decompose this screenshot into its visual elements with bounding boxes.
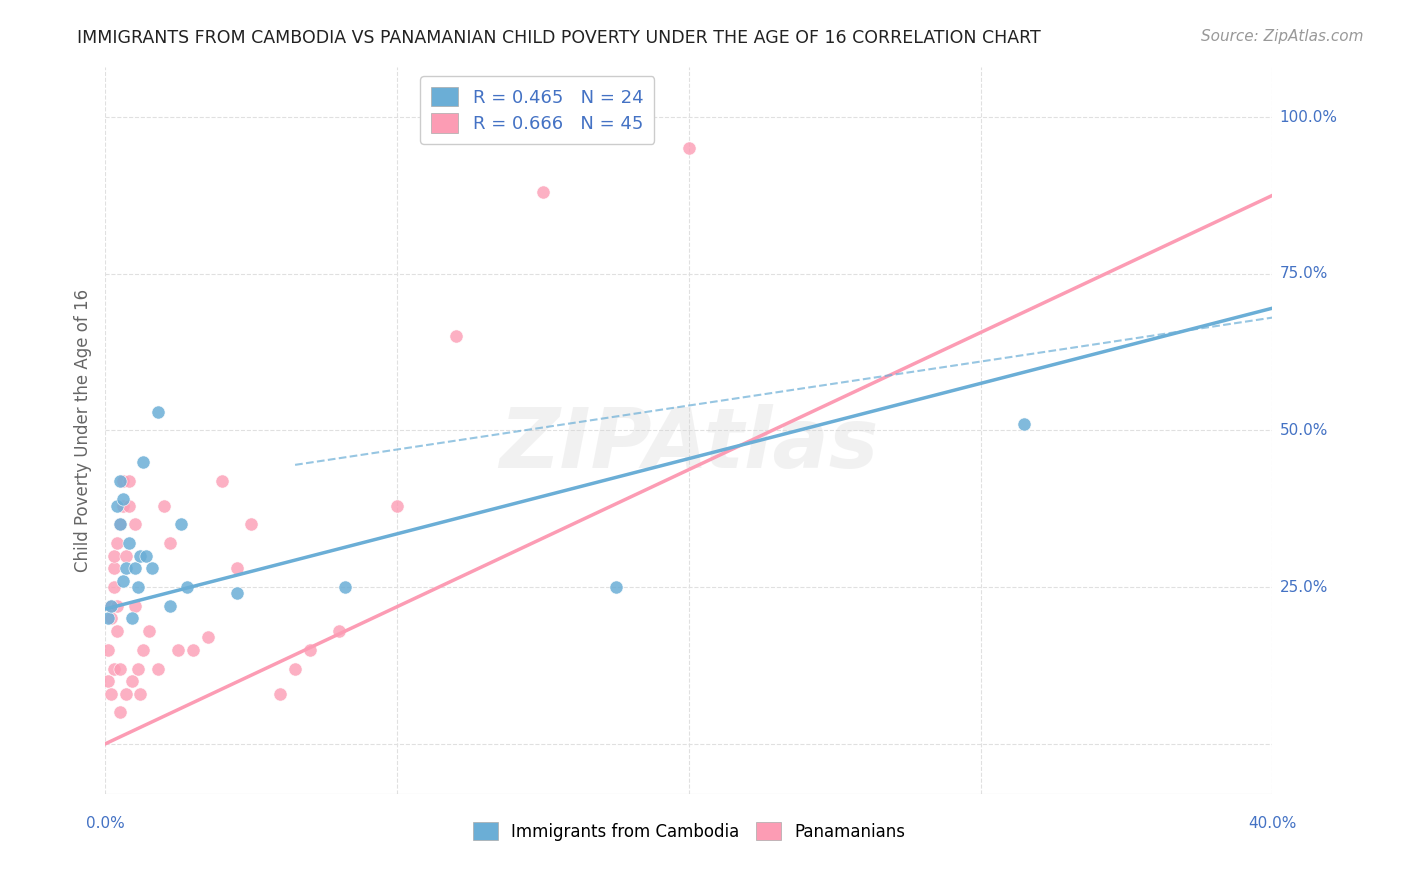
Point [225,561,247,575]
Point [146,404,169,418]
Text: 75.0%: 75.0% [1279,266,1327,281]
Point [170,517,193,532]
Point [124,599,146,613]
Point [121,674,143,689]
Legend: Immigrants from Cambodia, Panamanians: Immigrants from Cambodia, Panamanians [463,813,915,851]
Point [100,687,122,701]
Point [176,580,198,594]
Point [444,329,467,343]
Point [159,599,181,613]
Text: 50.0%: 50.0% [1279,423,1327,438]
Point [115,687,138,701]
Point [333,580,356,594]
Point [240,517,263,532]
Point [103,549,125,563]
Point [211,474,233,488]
Point [284,661,307,675]
Point [105,599,128,613]
Point [531,186,554,200]
Point [118,499,141,513]
Point [159,536,181,550]
Text: Source: ZipAtlas.com: Source: ZipAtlas.com [1201,29,1364,44]
Point [153,499,174,513]
Point [129,549,152,563]
Point [111,474,134,488]
Point [132,455,155,469]
Text: IMMIGRANTS FROM CAMBODIA VS PANAMANIAN CHILD POVERTY UNDER THE AGE OF 16 CORRELA: IMMIGRANTS FROM CAMBODIA VS PANAMANIAN C… [77,29,1040,46]
Point [141,561,163,575]
Point [115,549,138,563]
Point [108,706,131,720]
Point [118,536,141,550]
Point [385,499,409,513]
Point [132,642,155,657]
Point [108,517,131,532]
Point [100,599,122,613]
Point [181,642,204,657]
Point [124,561,146,575]
Point [678,141,700,155]
Point [111,492,134,507]
Point [105,499,128,513]
Point [298,642,321,657]
Point [103,580,125,594]
Point [108,474,131,488]
Point [138,624,160,638]
Point [135,549,157,563]
Point [129,687,152,701]
Point [103,661,125,675]
Point [100,611,122,625]
Text: ZIPAtlas: ZIPAtlas [499,404,879,485]
Point [1014,417,1036,431]
Point [115,561,138,575]
Point [167,642,190,657]
Point [111,499,134,513]
Point [100,599,122,613]
Point [225,586,247,600]
Point [127,580,149,594]
Point [328,624,350,638]
Point [97,611,120,625]
Point [118,474,141,488]
Point [127,661,149,675]
Point [146,661,169,675]
Point [97,642,120,657]
Text: 0.0%: 0.0% [86,816,125,831]
Point [111,574,134,588]
Y-axis label: Child Poverty Under the Age of 16: Child Poverty Under the Age of 16 [73,289,91,572]
Point [97,674,120,689]
Point [121,611,143,625]
Point [269,687,292,701]
Point [108,661,131,675]
Point [105,536,128,550]
Point [124,517,146,532]
Point [605,580,627,594]
Text: 25.0%: 25.0% [1279,580,1327,595]
Text: 100.0%: 100.0% [1279,110,1337,125]
Text: 40.0%: 40.0% [1249,816,1296,831]
Point [105,624,128,638]
Point [197,630,219,644]
Point [103,561,125,575]
Point [108,517,131,532]
